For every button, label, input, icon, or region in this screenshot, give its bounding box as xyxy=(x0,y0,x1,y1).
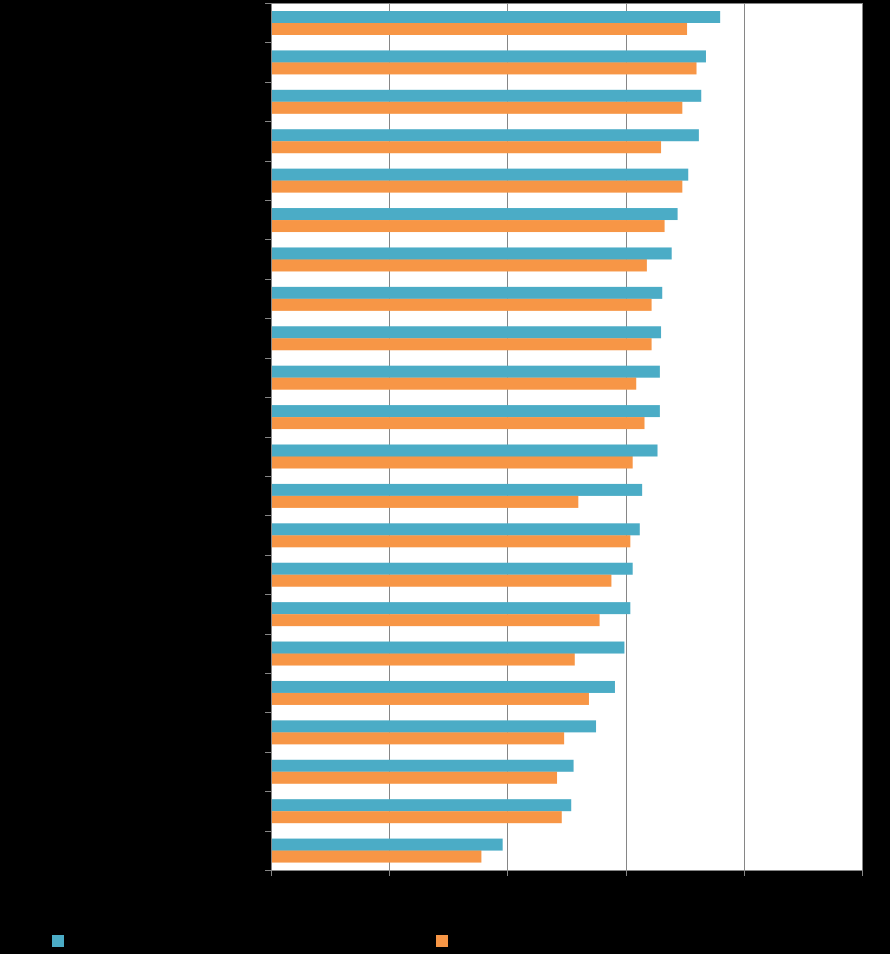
bar-series-2 xyxy=(271,259,647,272)
bar-series-1 xyxy=(271,799,572,812)
bar-series-1 xyxy=(271,523,640,536)
legend-item-series-2 xyxy=(436,934,454,948)
category-group xyxy=(271,720,597,745)
category-group xyxy=(271,365,660,390)
bar-series-1 xyxy=(271,405,660,418)
bar-series-2 xyxy=(271,180,683,193)
bar-series-1 xyxy=(271,247,672,260)
category-group xyxy=(271,680,615,705)
legend-item-series-1 xyxy=(52,934,70,948)
bar-series-2 xyxy=(271,811,562,824)
bar-series-1 xyxy=(271,89,702,102)
bar-series-2 xyxy=(271,653,575,666)
bar-series-2 xyxy=(271,338,652,351)
bar-series-2 xyxy=(271,614,600,627)
category-group xyxy=(271,799,572,824)
bar-series-2 xyxy=(271,23,688,35)
bar-series-1 xyxy=(271,286,663,299)
bar-series-2 xyxy=(271,141,662,154)
bar-series-2 xyxy=(271,298,652,311)
category-group xyxy=(271,523,640,548)
bar-series-1 xyxy=(271,759,574,772)
bar-series-1 xyxy=(271,838,503,851)
bar-series-1 xyxy=(271,483,643,496)
category-group xyxy=(271,602,631,627)
bar-series-1 xyxy=(271,562,633,575)
category-group xyxy=(271,444,658,469)
bars xyxy=(271,11,721,863)
bar-series-1 xyxy=(271,326,662,339)
bar-series-2 xyxy=(271,732,565,745)
bar-series-2 xyxy=(271,495,579,508)
legend-swatch-series-2 xyxy=(436,935,448,947)
category-group xyxy=(271,286,663,311)
bar-series-1 xyxy=(271,208,678,221)
bar-series-2 xyxy=(271,771,558,784)
bar-series-2 xyxy=(271,574,612,587)
bar-series-2 xyxy=(271,62,697,75)
category-group xyxy=(271,641,625,666)
category-group xyxy=(271,11,721,35)
category-group xyxy=(271,326,662,351)
bar-series-2 xyxy=(271,850,482,863)
bar-series-1 xyxy=(271,602,631,615)
category-group xyxy=(271,405,660,430)
bar-series-1 xyxy=(271,168,689,181)
bar-series-1 xyxy=(271,641,625,654)
bar-series-1 xyxy=(271,680,615,693)
bar-series-2 xyxy=(271,220,665,233)
category-group xyxy=(271,89,702,114)
bar-series-2 xyxy=(271,456,633,469)
category-group xyxy=(271,168,689,193)
bar-series-1 xyxy=(271,444,658,457)
bar-series-1 xyxy=(271,50,706,63)
category-group xyxy=(271,208,678,233)
bar-series-2 xyxy=(271,417,645,430)
category-group xyxy=(271,50,706,75)
category-group xyxy=(271,562,633,587)
category-group xyxy=(271,247,672,272)
category-group xyxy=(271,129,699,154)
bar-series-1 xyxy=(271,11,721,23)
category-group xyxy=(271,759,574,784)
category-group xyxy=(271,483,643,508)
axes xyxy=(265,3,863,876)
bar-series-1 xyxy=(271,129,699,142)
legend-swatch-series-1 xyxy=(52,935,64,947)
category-group xyxy=(271,838,503,863)
bar-series-1 xyxy=(271,365,660,378)
bar-series-2 xyxy=(271,535,631,548)
bar-series-2 xyxy=(271,377,637,390)
bar-series-1 xyxy=(271,720,597,733)
bar-series-2 xyxy=(271,692,589,705)
bar-series-2 xyxy=(271,101,683,114)
